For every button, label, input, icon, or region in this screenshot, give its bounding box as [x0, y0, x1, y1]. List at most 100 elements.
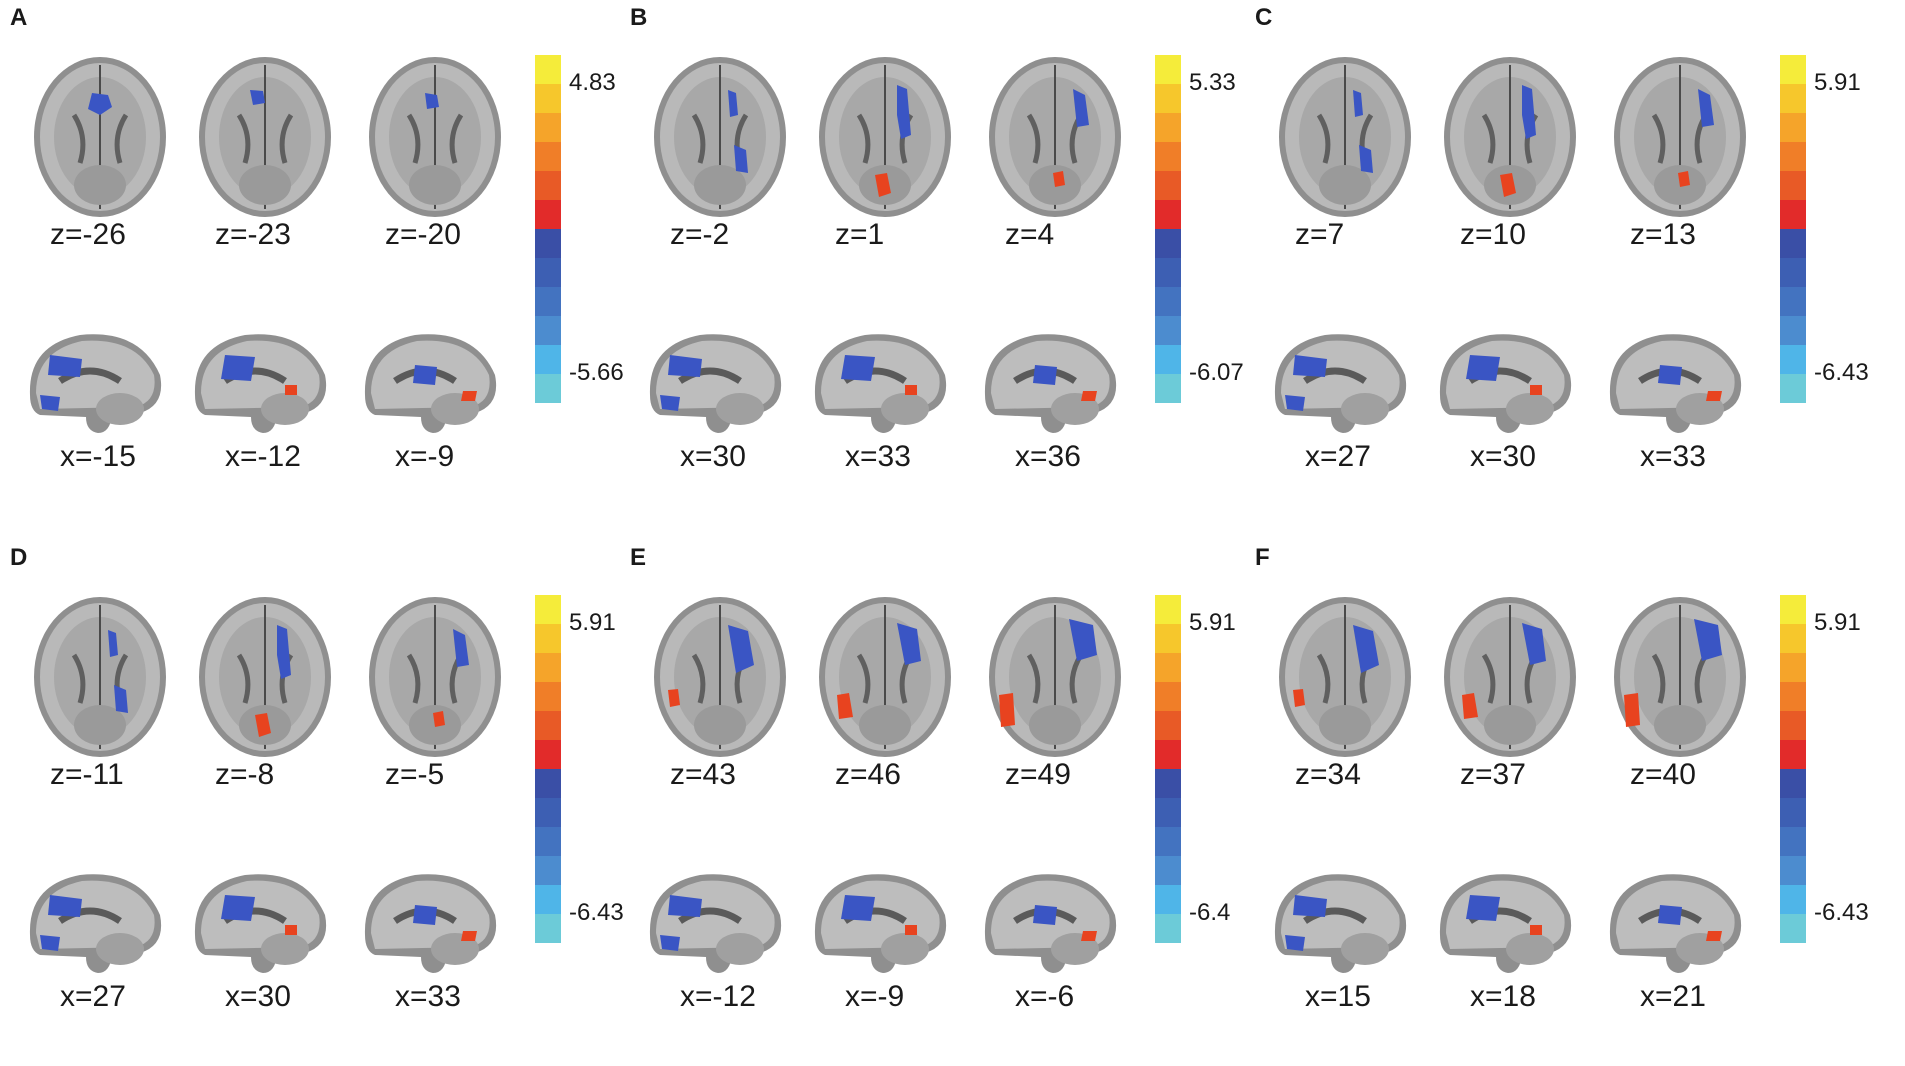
colorbar-cell	[1155, 682, 1181, 711]
axial-slice-image	[985, 55, 1125, 220]
colorbar-cell	[535, 856, 561, 885]
axial-slice-image	[985, 595, 1125, 760]
sagittal-slice-label: x=18	[1470, 980, 1536, 1013]
colorbar-cell	[1780, 84, 1806, 113]
axial-slice-label: z=-5	[385, 758, 445, 791]
sagittal-slice-label: x=27	[1305, 440, 1371, 473]
colorbar-cell	[1780, 682, 1806, 711]
sagittal-slice-label: x=15	[1305, 980, 1371, 1013]
colorbar-cell	[1155, 769, 1181, 798]
colorbar	[535, 595, 561, 943]
colorbar	[1780, 595, 1806, 943]
colorbar-min-label: -6.07	[1189, 359, 1244, 386]
sagittal-slice-image	[20, 325, 170, 435]
axial-slice-label: z=4	[1005, 218, 1055, 251]
colorbar-cell	[1780, 113, 1806, 142]
axial-slice-image	[1275, 595, 1415, 760]
sagittal-slice-label: x=33	[1640, 440, 1706, 473]
axial-slice-label: z=40	[1630, 758, 1696, 791]
colorbar-cell	[1780, 229, 1806, 258]
colorbar-min-label: -6.43	[1814, 359, 1869, 386]
sagittal-slice-label: x=-9	[395, 440, 455, 473]
axial-slice-image	[1440, 595, 1580, 760]
colorbar-cell	[1155, 200, 1181, 229]
colorbar-cell	[1780, 258, 1806, 287]
colorbar-cell	[535, 595, 561, 624]
colorbar-cell	[1780, 171, 1806, 200]
colorbar-cell	[535, 84, 561, 113]
sagittal-slice-image	[640, 865, 790, 975]
axial-slice-image	[815, 595, 955, 760]
axial-slice-label: z=-11	[50, 758, 124, 791]
colorbar-max-label: 5.91	[1189, 609, 1236, 636]
colorbar-min-label: -6.43	[569, 899, 624, 926]
colorbar-cell	[1780, 711, 1806, 740]
sagittal-slice-image	[1430, 865, 1580, 975]
colorbar-cell	[1780, 885, 1806, 914]
colorbar-cell	[1780, 827, 1806, 856]
axial-slice-label: z=-26	[50, 218, 126, 251]
axial-slice-image	[365, 55, 505, 220]
colorbar-cell	[1155, 856, 1181, 885]
axial-slice-image	[1275, 55, 1415, 220]
colorbar-cell	[1155, 229, 1181, 258]
colorbar-cell	[1780, 287, 1806, 316]
sagittal-slice-image	[355, 865, 505, 975]
colorbar-cell	[535, 200, 561, 229]
colorbar-cell	[1155, 624, 1181, 653]
axial-slice-image	[1610, 595, 1750, 760]
colorbar	[1155, 55, 1181, 403]
sagittal-slice-label: x=21	[1640, 980, 1706, 1013]
colorbar-cell	[535, 914, 561, 943]
axial-slice-label: z=49	[1005, 758, 1071, 791]
colorbar-cell	[1780, 769, 1806, 798]
colorbar-cell	[535, 229, 561, 258]
sagittal-slice-label: x=33	[845, 440, 911, 473]
colorbar-max-label: 5.33	[1189, 69, 1236, 96]
axial-slice-label: z=-20	[385, 218, 461, 251]
colorbar-cell	[535, 345, 561, 374]
axial-slice-image	[195, 595, 335, 760]
sagittal-slice-image	[640, 325, 790, 435]
colorbar-max-label: 5.91	[569, 609, 616, 636]
sagittal-slice-image	[975, 325, 1125, 435]
colorbar-cell	[535, 374, 561, 403]
colorbar-cell	[535, 316, 561, 345]
colorbar-cell	[1780, 653, 1806, 682]
colorbar	[1155, 595, 1181, 943]
colorbar-cell	[1155, 740, 1181, 769]
axial-slice-image	[30, 55, 170, 220]
colorbar-min-label: -5.66	[569, 359, 624, 386]
colorbar-cell	[535, 55, 561, 84]
colorbar-cell	[1780, 316, 1806, 345]
colorbar-cell	[1780, 595, 1806, 624]
sagittal-slice-image	[805, 325, 955, 435]
colorbar-cell	[1155, 258, 1181, 287]
sagittal-slice-image	[1265, 325, 1415, 435]
axial-slice-label: z=34	[1295, 758, 1361, 791]
colorbar-cell	[1155, 316, 1181, 345]
colorbar-cell	[1155, 142, 1181, 171]
colorbar-cell	[535, 827, 561, 856]
sagittal-slice-label: x=33	[395, 980, 461, 1013]
colorbar-cell	[1155, 653, 1181, 682]
axial-slice-image	[815, 55, 955, 220]
axial-slice-image	[1440, 55, 1580, 220]
colorbar-cell	[535, 287, 561, 316]
colorbar-cell	[1780, 345, 1806, 374]
colorbar-cell	[1155, 113, 1181, 142]
colorbar-cell	[1155, 84, 1181, 113]
colorbar-cell	[1155, 827, 1181, 856]
colorbar-cell	[535, 258, 561, 287]
colorbar-cell	[1780, 624, 1806, 653]
colorbar-cell	[535, 624, 561, 653]
colorbar-cell	[1780, 798, 1806, 827]
panel-letter: F	[1255, 544, 1270, 571]
axial-slice-label: z=13	[1630, 218, 1696, 251]
colorbar-cell	[535, 885, 561, 914]
colorbar-max-label: 4.83	[569, 69, 616, 96]
